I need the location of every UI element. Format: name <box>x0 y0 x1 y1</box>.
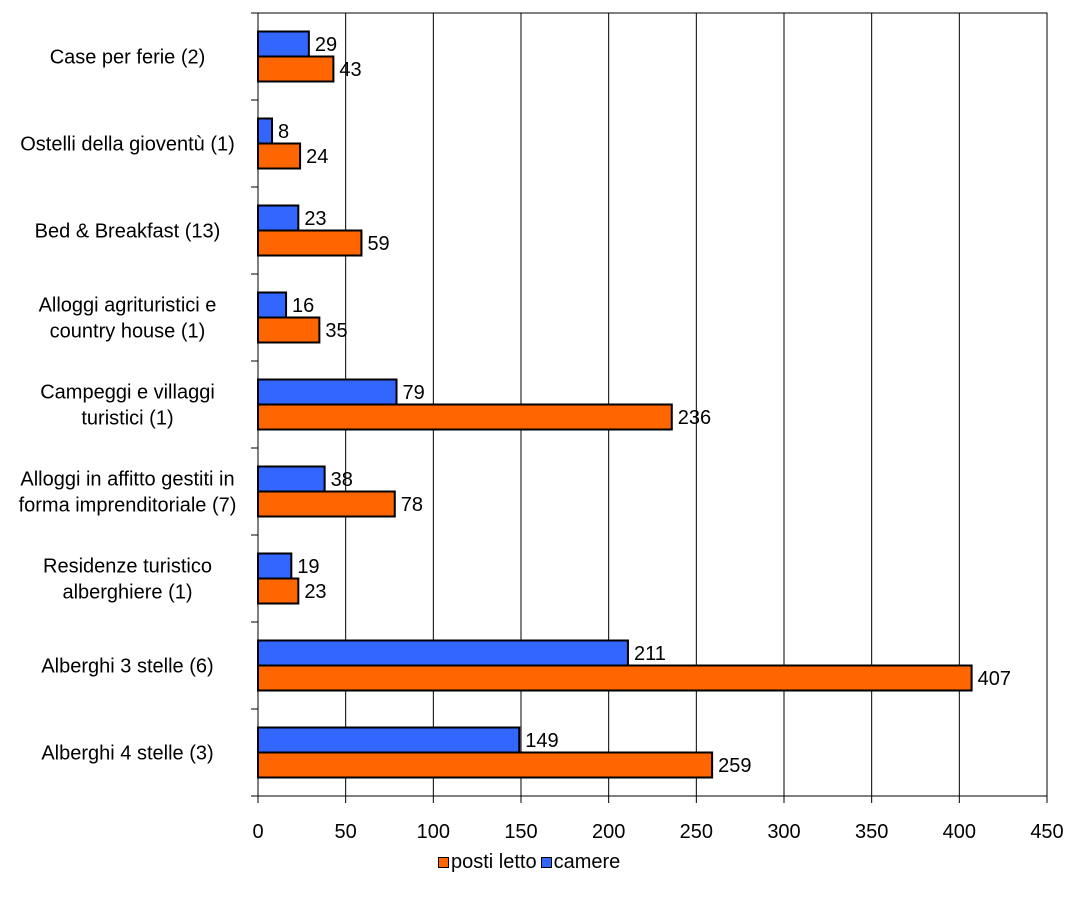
bar-posti-letto-residenze-turistico-alberghiere-1 <box>257 577 300 605</box>
bar-posti-letto-bed-breakfast-13 <box>257 229 363 257</box>
data-label-posti-letto-alberghi-3-stelle-6: 407 <box>978 668 1011 690</box>
bar-posti-letto-alloggi-in-affitto-gestiti-in-forma-imprenditoriale-7 <box>257 490 396 518</box>
data-label-camere-alberghi-4-stelle-3: 149 <box>525 730 558 752</box>
bar-camere-alloggi-agrituristici-e-country-house-1 <box>257 291 288 319</box>
category-label-alloggi-agrituristici-e-country-house-1-line-2: country house (1) <box>50 321 206 343</box>
category-label-residenze-turistico-alberghiere-1-line-2: alberghiere (1) <box>62 582 192 604</box>
bar-camere-residenze-turistico-alberghiere-1 <box>257 552 293 580</box>
legend-item-camere: camere <box>540 850 621 874</box>
bar-camere-case-per-ferie-2 <box>257 30 310 58</box>
data-label-camere-campeggi-e-villaggi-turistici-1: 79 <box>403 382 425 404</box>
category-label-campeggi-e-villaggi-turistici-1-line-2: turistici (1) <box>81 408 173 430</box>
category-label-residenze-turistico-alberghiere-1-line-1: Residenze turistico <box>43 556 212 578</box>
bar-camere-campeggi-e-villaggi-turistici-1 <box>257 378 398 406</box>
category-label-bed-breakfast-13: Bed & Breakfast (13) <box>35 221 221 243</box>
legend-swatch-posti-letto <box>438 856 449 868</box>
data-label-posti-letto-residenze-turistico-alberghiere-1: 23 <box>304 581 326 603</box>
x-tick-label-350: 350 <box>855 821 888 843</box>
data-label-camere-alloggi-in-affitto-gestiti-in-forma-imprenditoriale-7: 38 <box>331 469 353 491</box>
x-tick-label-100: 100 <box>417 821 450 843</box>
bar-camere-alberghi-4-stelle-3 <box>257 726 521 754</box>
x-tick-label-0: 0 <box>252 821 263 843</box>
category-label-alberghi-4-stelle-3: Alberghi 4 stelle (3) <box>41 743 213 765</box>
bar-posti-letto-ostelli-della-giovent-1 <box>257 142 302 170</box>
category-label-alberghi-3-stelle-6: Alberghi 3 stelle (6) <box>41 656 213 678</box>
axes: 0 50 100 150 200 250 300 350 400 450 <box>251 12 1064 843</box>
legend-label-camere: camere <box>553 850 621 873</box>
category-label-alloggi-in-affitto-gestiti-in-forma-imprenditoriale-7-line-2: forma imprenditoriale (7) <box>19 495 237 517</box>
bar-posti-letto-alberghi-3-stelle-6 <box>257 664 973 692</box>
data-label-posti-letto-case-per-ferie-2: 43 <box>339 59 361 81</box>
x-tick-label-250: 250 <box>680 821 713 843</box>
bar-posti-letto-campeggi-e-villaggi-turistici-1 <box>257 403 673 431</box>
x-tick-label-450: 450 <box>1030 821 1063 843</box>
legend-item-posti-letto: posti letto <box>438 851 537 874</box>
legend: posti letto camere <box>438 850 624 874</box>
data-label-posti-letto-ostelli-della-giovent-1: 24 <box>306 146 328 168</box>
data-label-posti-letto-bed-breakfast-13: 59 <box>367 233 389 255</box>
data-label-posti-letto-alloggi-agrituristici-e-country-house-1: 35 <box>325 320 347 342</box>
bars <box>257 30 973 779</box>
bar-camere-alloggi-in-affitto-gestiti-in-forma-imprenditoriale-7 <box>257 465 326 493</box>
category-labels: Alberghi 4 stelle (3) Alberghi 3 stelle (… <box>19 47 237 765</box>
bar-posti-letto-case-per-ferie-2 <box>257 55 335 83</box>
x-tick-label-150: 150 <box>504 821 537 843</box>
data-label-posti-letto-campeggi-e-villaggi-turistici-1: 236 <box>678 407 711 429</box>
category-label-alloggi-in-affitto-gestiti-in-forma-imprenditoriale-7-line-1: Alloggi in affitto gestiti in <box>20 469 234 491</box>
data-label-camere-alberghi-3-stelle-6: 211 <box>634 643 666 665</box>
bar-camere-alberghi-3-stelle-6 <box>257 639 629 667</box>
category-label-ostelli-della-giovent-1: Ostelli della gioventù (1) <box>20 134 235 156</box>
bar-posti-letto-alberghi-4-stelle-3 <box>257 751 714 779</box>
category-label-campeggi-e-villaggi-turistici-1-line-1: Campeggi e villaggi <box>40 382 215 404</box>
x-tick-label-50: 50 <box>335 821 357 843</box>
x-tick-label-400: 400 <box>943 821 976 843</box>
bar-camere-ostelli-della-giovent-1 <box>257 117 274 145</box>
category-label-case-per-ferie-2: Case per ferie (2) <box>50 47 206 69</box>
bar-posti-letto-alloggi-agrituristici-e-country-house-1 <box>257 316 321 344</box>
bar-camere-bed-breakfast-13 <box>257 204 300 232</box>
x-tick-label-300: 300 <box>767 821 800 843</box>
x-tick-label-200: 200 <box>592 821 625 843</box>
data-label-posti-letto-alberghi-4-stelle-3: 259 <box>718 755 751 777</box>
legend-label-posti-letto: posti letto <box>451 850 537 873</box>
data-label-camere-case-per-ferie-2: 29 <box>315 34 337 56</box>
legend-swatch-camere <box>540 856 552 868</box>
data-label-camere-ostelli-della-giovent-1: 8 <box>278 121 289 143</box>
data-label-camere-residenze-turistico-alberghiere-1: 19 <box>297 556 319 578</box>
data-label-camere-alloggi-agrituristici-e-country-house-1: 16 <box>292 295 314 317</box>
data-label-camere-bed-breakfast-13: 23 <box>304 208 326 230</box>
category-label-alloggi-agrituristici-e-country-house-1-line-1: Alloggi agrituristici e <box>39 295 217 317</box>
data-label-posti-letto-alloggi-in-affitto-gestiti-in-forma-imprenditoriale-7: 78 <box>401 494 423 516</box>
